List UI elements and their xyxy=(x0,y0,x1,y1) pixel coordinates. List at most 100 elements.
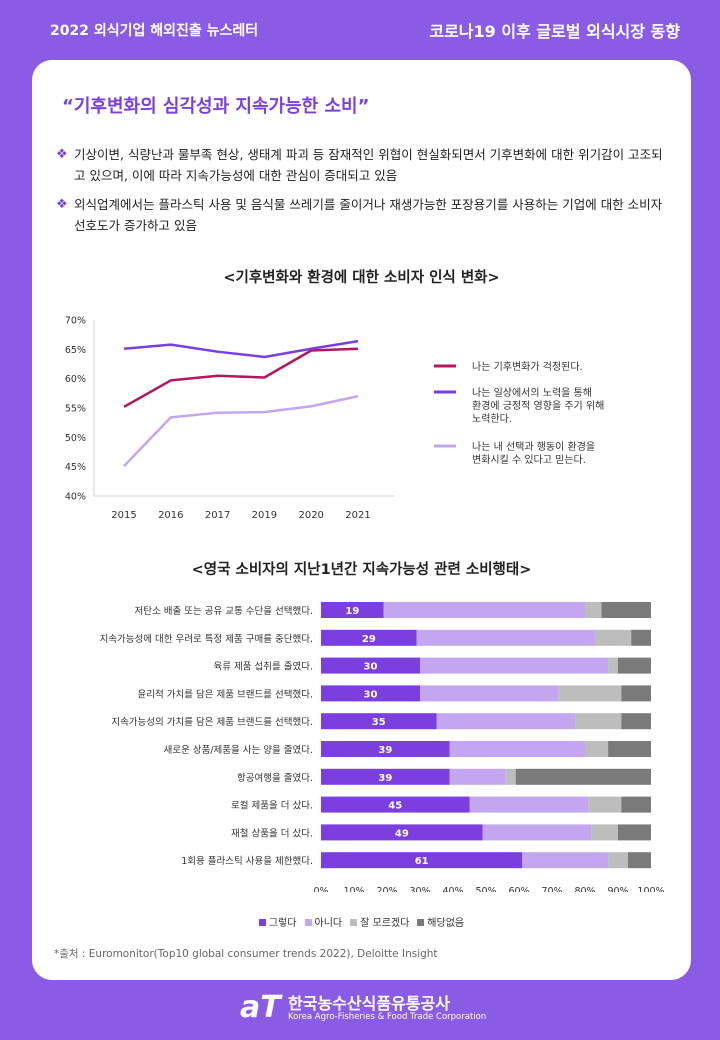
bar-segment xyxy=(621,796,651,813)
bar-segment xyxy=(588,796,622,813)
bar-chart-legend: 그렇다 아니다 잘 모르겠다 해당없음 xyxy=(32,914,691,929)
bar-segment xyxy=(321,685,420,702)
bar-segment xyxy=(627,852,651,869)
bar-segment xyxy=(321,824,483,841)
bar-segment xyxy=(436,713,576,730)
bar-value-label: 39 xyxy=(378,773,392,784)
category-label: 로컬 제품을 더 샀다. xyxy=(231,800,313,812)
diamond-bullet-icon: ❖ xyxy=(56,147,68,162)
bar-value-label: 29 xyxy=(362,634,376,645)
bar-segment xyxy=(321,602,384,618)
category-label: 저탄소 배출 또는 공유 교통 수단을 선택했다. xyxy=(135,605,313,617)
x-tick-label: 30% xyxy=(409,886,430,892)
legend-label: 아니다 xyxy=(314,918,343,929)
bar-value-label: 45 xyxy=(388,801,402,812)
x-tick-label: 90% xyxy=(607,886,628,892)
bar-segment xyxy=(608,657,618,674)
x-tick-label: 2016 xyxy=(158,510,183,521)
x-tick-label: 10% xyxy=(343,886,364,892)
bar-segment xyxy=(522,852,609,869)
bar-segment xyxy=(591,824,618,841)
line-chart-title: <기후변화와 환경에 대한 소비자 인식 변화> xyxy=(223,270,500,286)
bar-value-label: 49 xyxy=(395,828,409,839)
bar-segment xyxy=(321,657,420,674)
bar-segment xyxy=(575,713,622,730)
bullet-item: ❖ 기상이변, 식량난과 물부족 현상, 생태계 파괴 등 잠재적인 위협이 현… xyxy=(56,144,671,186)
x-tick-label: 100% xyxy=(637,886,664,892)
bar-chart-title: <영국 소비자의 지난1년간 지속가능성 관련 소비행태> xyxy=(191,562,532,578)
x-tick-label: 60% xyxy=(508,886,529,892)
stacked-bar-chart: 저탄소 배출 또는 공유 교통 수단을 선택했다. 19 지속가능성에 대한 우려로… xyxy=(100,602,665,892)
legend-label: 잘 모르겠다 xyxy=(360,918,410,929)
y-tick-label: 65% xyxy=(65,345,86,356)
bar-segment xyxy=(383,602,585,618)
section-title: 코로나19 이후 글로벌 외식시장 동향 xyxy=(429,22,680,41)
bar-value-label: 39 xyxy=(378,745,392,756)
series-line xyxy=(123,347,359,408)
bar-segment xyxy=(420,657,609,674)
legend-label: 그렇다 xyxy=(268,918,297,929)
x-tick-label: 20% xyxy=(376,886,397,892)
at-logo: aT xyxy=(240,990,281,1025)
organization-name: 한국농수산식품유통공사 xyxy=(288,994,450,1013)
bar-value-label: 19 xyxy=(345,606,359,617)
legend-swatch xyxy=(258,919,266,926)
bullet-text: 기상이변, 식량난과 물부족 현상, 생태계 파괴 등 잠재적인 위협이 현실화… xyxy=(74,147,663,183)
y-tick-label: 50% xyxy=(65,433,86,444)
bar-value-label: 35 xyxy=(372,717,386,728)
legend-label: 나는 일상에서의 노력을 통해 환경에 긍정적 영향을 주기 위해 노력한다. xyxy=(472,386,604,425)
newsletter-title: 2022 외식기업 해외진출 뉴스레터 xyxy=(50,23,259,39)
bar-segment xyxy=(449,741,585,757)
bar-segment xyxy=(416,629,595,646)
x-tick-label: 0% xyxy=(313,886,328,892)
bar-segment xyxy=(321,741,450,757)
category-label: 새로운 상품/제품을 사는 양을 줄였다. xyxy=(164,745,313,756)
y-tick-label: 60% xyxy=(65,374,86,385)
bar-segment xyxy=(321,852,523,869)
bar-segment xyxy=(585,741,609,757)
x-tick-label: 2019 xyxy=(252,510,277,521)
series-line xyxy=(123,339,359,359)
y-tick-label: 40% xyxy=(65,492,86,503)
bar-segment xyxy=(594,629,632,646)
legend-label: 해당없음 xyxy=(427,918,465,929)
legend-item: 그렇다 xyxy=(258,918,297,929)
bar-segment xyxy=(558,685,622,702)
category-label: 재철 상품을 더 샀다. xyxy=(231,828,313,839)
x-tick-label: 2020 xyxy=(298,510,323,521)
bullet-item: ❖ 외식업계에서는 플라스틱 사용 및 음식물 쓰레기를 줄이거나 재생가능한 … xyxy=(56,194,671,236)
y-tick-label: 55% xyxy=(65,404,86,415)
legend-item: 해당없음 xyxy=(417,918,464,929)
y-tick-label: 45% xyxy=(65,462,86,473)
organization-name-english: Korea Agro-Fisheries & Food Trade Corpor… xyxy=(288,1012,487,1022)
x-tick-label: 40% xyxy=(442,886,463,892)
category-label: 육류 제품 섭취를 줄였다. xyxy=(214,662,313,673)
category-label: 1회용 플라스틱 사용을 제한했다. xyxy=(181,855,313,867)
bar-segment xyxy=(631,629,651,646)
content-card: “기후변화의 심각성과 지속가능한 소비” ❖ 기상이변, 식량난과 물부족 현… xyxy=(32,60,691,980)
series-line xyxy=(123,395,359,467)
bar-segment xyxy=(321,796,470,813)
category-label: 지속가능성의 가치를 담은 제품 브랜드를 선택했다. xyxy=(111,716,313,728)
legend-item: 잘 모르겠다 xyxy=(350,918,409,929)
bar-segment xyxy=(321,768,450,785)
x-tick-label: 2015 xyxy=(111,510,136,521)
bar-segment xyxy=(621,685,651,702)
bar-segment xyxy=(618,657,651,674)
category-label: 윤리적 가치를 담은 제품 브랜드를 선택했다. xyxy=(138,688,313,700)
category-label: 항공여행을 줄였다. xyxy=(237,772,313,784)
bar-value-label: 30 xyxy=(364,662,378,673)
line-chart: 40% 45% 50% 55% 60% 65% 70% 2015 2016 2017 2019 202… xyxy=(65,316,604,522)
bar-segment xyxy=(608,852,628,869)
bullet-text: 외식업계에서는 플라스틱 사용 및 음식물 쓰레기를 줄이거나 재생가능한 포장… xyxy=(74,197,663,233)
bar-segment xyxy=(601,602,651,618)
x-tick-label: 2021 xyxy=(345,510,370,521)
bar-segment xyxy=(585,602,602,618)
bar-segment xyxy=(505,768,516,785)
bar-value-label: 61 xyxy=(415,856,429,867)
bar-segment xyxy=(321,713,437,730)
bar-segment xyxy=(469,796,589,813)
bar-segment xyxy=(482,824,592,841)
legend-item: 아니다 xyxy=(304,918,343,929)
x-tick-label: 2017 xyxy=(205,510,230,521)
